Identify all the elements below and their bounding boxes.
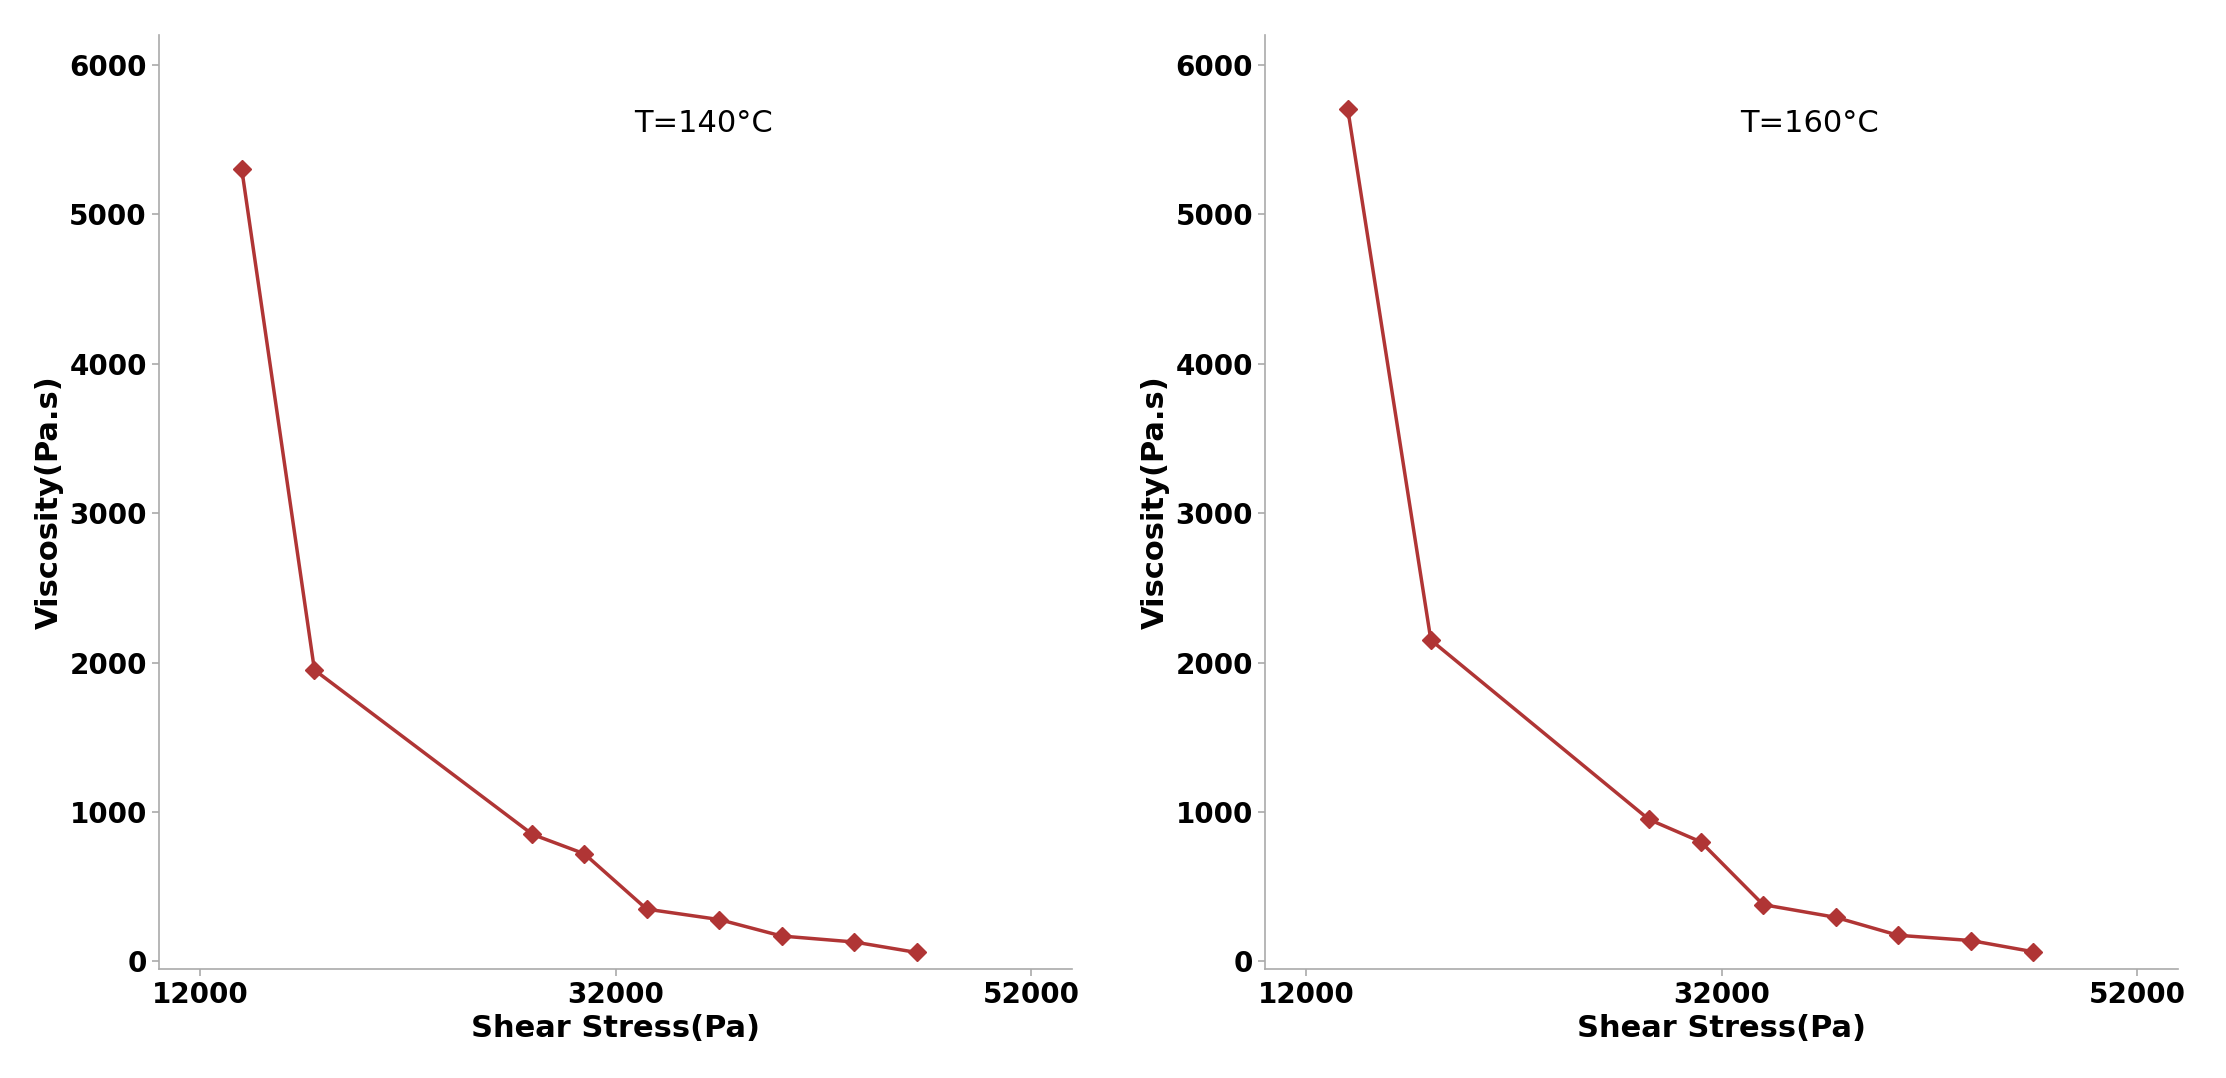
- Text: T=140°C: T=140°C: [634, 110, 772, 138]
- Y-axis label: Viscosity(Pa.s): Viscosity(Pa.s): [36, 375, 65, 628]
- X-axis label: Shear Stress(Pa): Shear Stress(Pa): [472, 1014, 759, 1044]
- Y-axis label: Viscosity(Pa.s): Viscosity(Pa.s): [1140, 375, 1171, 628]
- X-axis label: Shear Stress(Pa): Shear Stress(Pa): [1576, 1014, 1865, 1044]
- Text: T=160°C: T=160°C: [1741, 110, 1879, 138]
